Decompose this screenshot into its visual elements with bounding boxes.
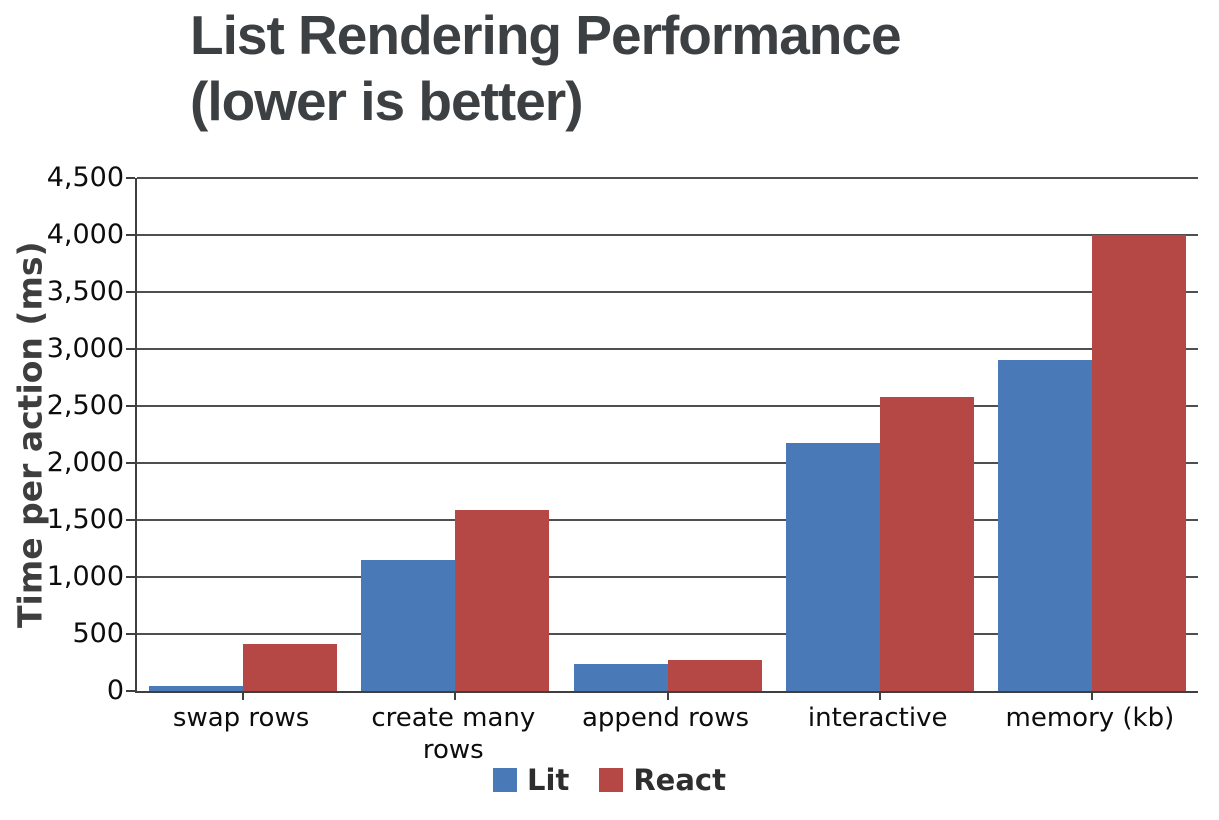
y-tick-label: 4,500 <box>46 162 124 193</box>
y-tick <box>126 291 135 293</box>
y-tick <box>126 405 135 407</box>
x-category-label: memory (kb) <box>1005 703 1175 733</box>
bar-react-5 <box>1091 235 1186 691</box>
gridline <box>137 291 1198 293</box>
gridline <box>137 234 1198 236</box>
x-tick <box>454 691 457 700</box>
gridline <box>137 576 1198 578</box>
legend: Lit React <box>0 763 1219 797</box>
y-tick <box>126 234 135 236</box>
gridline <box>137 405 1198 407</box>
y-tick <box>126 462 135 464</box>
chart-title-line-2: (lower is better) <box>190 70 584 132</box>
y-tick-label: 1,500 <box>46 504 124 535</box>
legend-label-react: React <box>633 763 726 797</box>
y-tick-label: 0 <box>106 675 124 706</box>
chart-title: List Rendering Performance (lower is bet… <box>190 2 902 134</box>
y-tick <box>126 348 135 350</box>
bar-react-4 <box>879 397 974 691</box>
legend-item-react: React <box>599 763 726 797</box>
x-tick <box>1090 691 1093 700</box>
bar-lit-5 <box>997 360 1092 691</box>
y-tick-label: 2,500 <box>46 390 124 421</box>
y-tick <box>126 519 135 521</box>
legend-item-lit: Lit <box>493 763 569 797</box>
gridline <box>137 462 1198 464</box>
bar-react-2 <box>455 509 550 691</box>
x-category-label: create many rows <box>371 703 536 765</box>
x-tick <box>878 691 881 700</box>
plot-area <box>135 177 1198 700</box>
legend-swatch-react <box>599 768 624 792</box>
y-tick-label: 1,000 <box>46 561 124 592</box>
gridline <box>137 519 1198 521</box>
y-tick-label: 3,500 <box>46 276 124 307</box>
bar-lit-2 <box>361 559 456 691</box>
x-tick <box>666 691 669 700</box>
x-tick <box>242 691 245 700</box>
y-tick-label: 3,000 <box>46 333 124 364</box>
chart-title-line-1: List Rendering Performance <box>190 4 902 66</box>
legend-swatch-lit <box>493 768 518 792</box>
bar-react-3 <box>667 660 762 691</box>
gridline <box>137 348 1198 350</box>
y-tick-label: 500 <box>72 618 124 649</box>
x-category-label: append rows <box>581 703 750 733</box>
x-category-label: swap rows <box>172 703 310 733</box>
bar-lit-3 <box>573 663 668 691</box>
y-tick-label: 2,000 <box>46 447 124 478</box>
bar-react-1 <box>243 644 338 691</box>
gridline <box>137 177 1198 179</box>
legend-label-lit: Lit <box>527 763 570 797</box>
gridline <box>137 633 1198 635</box>
bar-lit-4 <box>785 443 880 691</box>
y-tick <box>126 576 135 578</box>
y-tick <box>126 177 135 179</box>
bar-lit-1 <box>149 685 244 691</box>
y-tick <box>126 633 135 635</box>
x-category-label: interactive <box>807 703 948 733</box>
y-axis-title: Time per action (ms) <box>10 241 50 628</box>
y-tick <box>126 690 135 692</box>
y-tick-label: 4,000 <box>46 219 124 250</box>
